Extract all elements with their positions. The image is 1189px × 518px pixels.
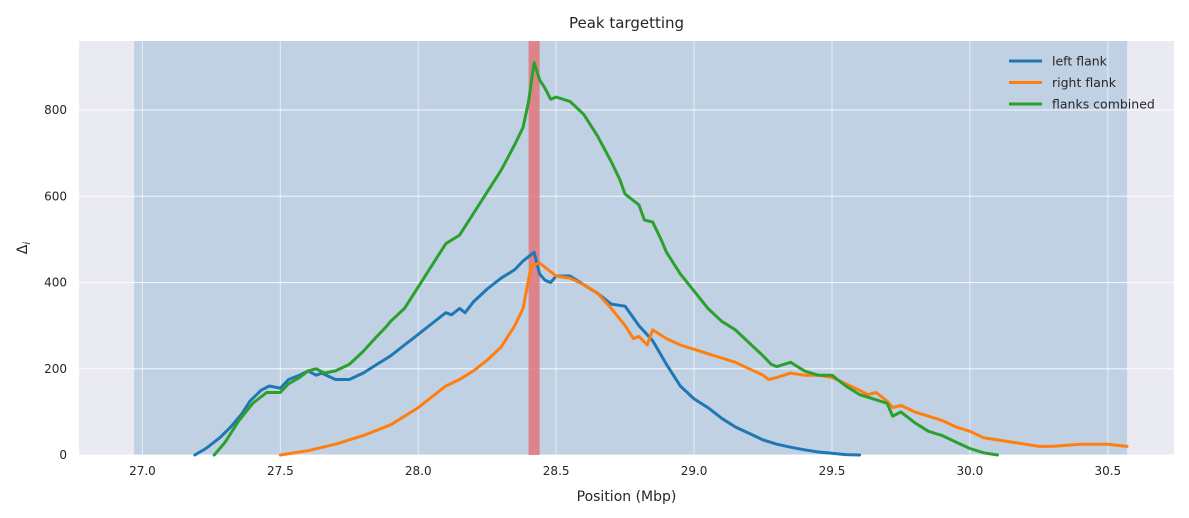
x-tick-label: 28.0	[405, 464, 432, 478]
y-axis-label-main: Δ	[15, 244, 31, 254]
y-tick-label: 400	[44, 276, 67, 290]
x-tick-label: 29.0	[681, 464, 708, 478]
grid-lines	[79, 41, 1174, 456]
x-tick-label: 27.5	[267, 464, 294, 478]
x-tick-label: 28.5	[543, 464, 570, 478]
y-axis-label: Δi	[15, 242, 33, 255]
series-line-left-flank	[193, 250, 862, 457]
chart-title: Peak targetting	[569, 14, 684, 32]
y-tick-labels: 0 200 400 600 800	[44, 103, 67, 462]
legend-label: left flank	[1052, 54, 1108, 69]
x-tick-label: 29.5	[819, 464, 846, 478]
x-tick-label: 30.5	[1094, 464, 1121, 478]
highlight-region	[528, 41, 540, 455]
x-tick-label: 27.0	[129, 464, 156, 478]
legend: left flank right flank flanks combined	[1009, 54, 1155, 112]
series-line-flanks-combined	[212, 61, 999, 457]
y-tick-label: 600	[44, 189, 67, 203]
x-axis-label: Position (Mbp)	[577, 489, 677, 505]
legend-label: flanks combined	[1052, 97, 1155, 112]
series-lines	[193, 61, 1129, 457]
series-line-right-flank	[278, 261, 1129, 457]
shaded-region	[134, 41, 1128, 455]
y-tick-label: 800	[44, 103, 67, 117]
y-axis-label-subscript: i	[22, 242, 33, 245]
y-tick-label: 0	[59, 448, 67, 462]
x-tick-label: 30.0	[957, 464, 984, 478]
legend-label: right flank	[1052, 75, 1117, 90]
y-tick-label: 200	[44, 362, 67, 376]
x-tick-labels: 27.0 27.5 28.0 28.5 29.0 29.5 30.0 30.5	[129, 464, 1121, 478]
